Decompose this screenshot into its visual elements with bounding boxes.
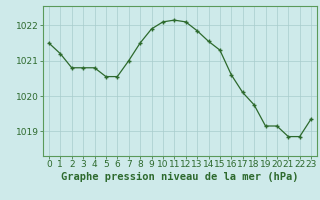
X-axis label: Graphe pression niveau de la mer (hPa): Graphe pression niveau de la mer (hPa) <box>61 172 299 182</box>
